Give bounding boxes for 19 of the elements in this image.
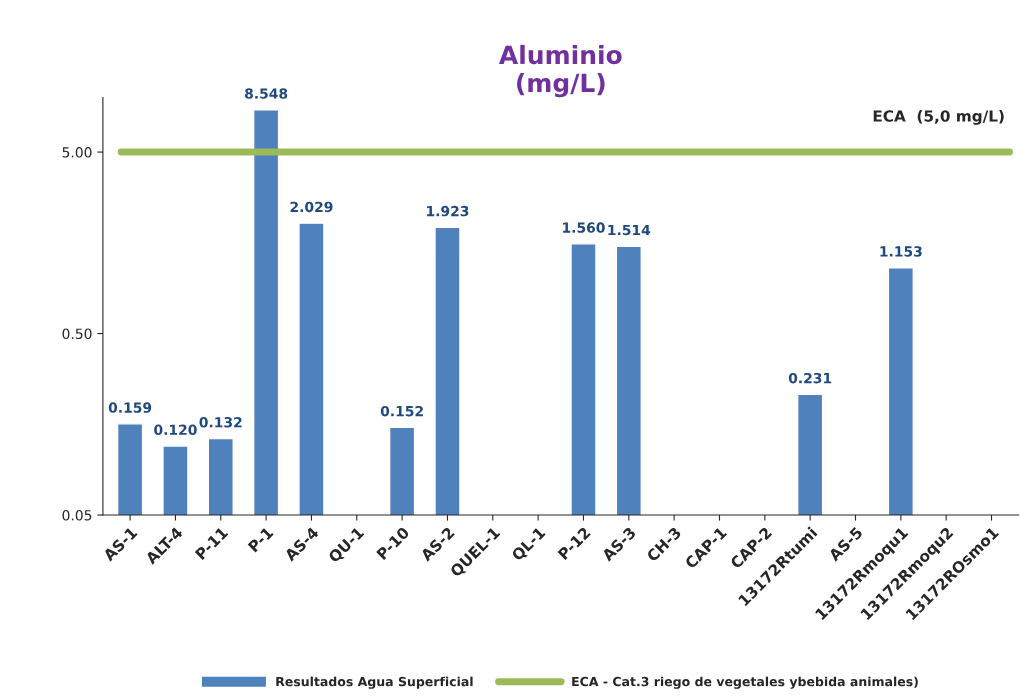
data-label: 0.159: [108, 402, 152, 413]
y-tick-label: 0.05: [62, 510, 92, 521]
data-label: 1.560: [563, 222, 605, 233]
legend-label: Resultados Agua Superficial: [276, 676, 473, 689]
data-label: 1.514: [608, 224, 651, 236]
annotation: ECA (5,0 mg/L): [873, 109, 1004, 125]
data-label: 0.152: [380, 405, 423, 417]
x-tick-label: P-1: [247, 526, 274, 553]
legend-label: ECA - Cat.3 riego de vegetales ybebida animales): [572, 676, 918, 689]
y-tick-label: 0.50: [62, 328, 92, 340]
y-tick-label: 5.00: [62, 147, 92, 158]
chart-title: Aluminio (mg/L): [498, 44, 622, 98]
data-label: 0.132: [199, 417, 242, 428]
data-label: 1.153: [880, 246, 922, 257]
data-label: 8.548: [245, 88, 288, 99]
data-label: 2.029: [290, 201, 333, 213]
data-label: 0.231: [788, 372, 832, 384]
data-label: 1.923: [427, 205, 469, 217]
data-label: 0.120: [154, 424, 197, 436]
